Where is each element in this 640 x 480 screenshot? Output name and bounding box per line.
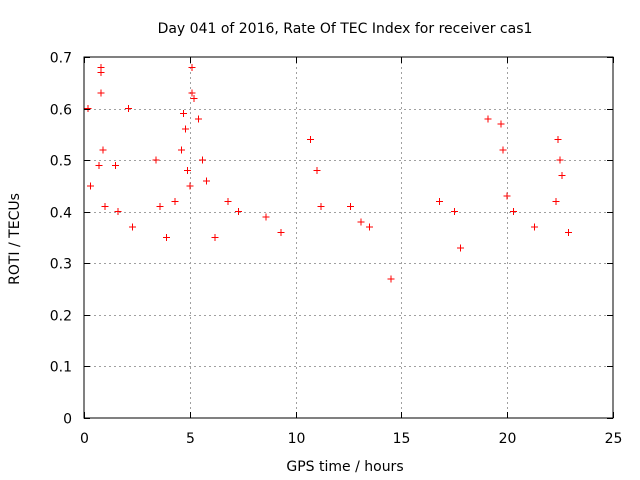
data-point xyxy=(262,213,270,221)
data-point xyxy=(177,146,185,154)
data-point xyxy=(387,275,395,283)
data-point xyxy=(234,208,242,216)
chart-title: Day 041 of 2016, Rate Of TEC Index for r… xyxy=(158,21,533,37)
points-layer xyxy=(84,63,573,283)
data-point xyxy=(129,223,137,231)
data-point xyxy=(186,182,194,190)
data-point xyxy=(450,208,458,216)
data-point xyxy=(203,177,211,185)
plot-frame xyxy=(83,56,614,419)
data-point xyxy=(313,166,321,174)
data-point xyxy=(565,228,573,236)
data-point xyxy=(435,197,443,205)
data-point xyxy=(457,244,465,252)
ticks-layer: 0 5 10 15 20 25 0 0.1 0.2 0.3 0.4 0.5 0.6 0.7 xyxy=(50,51,623,448)
data-point xyxy=(499,146,507,154)
data-point xyxy=(194,115,202,123)
data-point xyxy=(347,203,355,211)
data-point xyxy=(503,192,511,200)
data-point xyxy=(97,68,105,76)
data-point xyxy=(114,208,122,216)
data-point xyxy=(497,120,505,128)
data-point xyxy=(171,197,179,205)
data-point xyxy=(552,197,560,205)
y-tick-label: 0.5 xyxy=(50,154,72,170)
data-point xyxy=(190,94,198,102)
data-point xyxy=(484,115,492,123)
y-tick-label: 0.4 xyxy=(50,206,72,222)
x-axis-label: GPS time / hours xyxy=(286,459,403,475)
data-point xyxy=(366,223,374,231)
data-point xyxy=(188,63,196,71)
data-point xyxy=(317,203,325,211)
data-point xyxy=(179,110,187,118)
data-point xyxy=(163,234,171,241)
x-tick-label: 20 xyxy=(499,431,517,447)
data-point xyxy=(558,172,566,180)
data-point xyxy=(84,105,92,113)
data-point xyxy=(357,218,365,226)
data-point xyxy=(101,203,109,211)
x-tick-label: 25 xyxy=(605,431,623,447)
data-point xyxy=(531,223,539,231)
y-tick-label: 0.7 xyxy=(50,51,72,67)
data-point xyxy=(554,136,562,144)
data-point xyxy=(306,136,314,144)
data-point xyxy=(86,182,94,190)
data-point xyxy=(156,203,164,211)
data-point xyxy=(188,89,196,97)
y-tick-label: 0.2 xyxy=(50,309,72,325)
data-point xyxy=(99,146,107,154)
grid-layer xyxy=(84,57,613,418)
data-point xyxy=(211,234,219,241)
y-axis-label: ROTI / TECUs xyxy=(7,193,23,285)
x-tick-label: 15 xyxy=(393,431,411,447)
y-tick-label: 0 xyxy=(63,412,72,428)
y-tick-label: 0.1 xyxy=(50,360,72,376)
data-point xyxy=(152,156,160,164)
data-point xyxy=(182,125,190,133)
data-point xyxy=(556,156,564,164)
x-tick-label: 10 xyxy=(288,431,306,447)
data-point xyxy=(124,105,132,113)
data-point xyxy=(198,156,206,164)
data-point xyxy=(95,161,103,169)
data-point xyxy=(224,197,232,205)
y-tick-label: 0.6 xyxy=(50,103,72,119)
y-tick-label: 0.3 xyxy=(50,257,72,273)
x-tick-label: 0 xyxy=(80,431,89,447)
x-tick-label: 5 xyxy=(186,431,195,447)
data-point xyxy=(112,161,120,169)
data-point xyxy=(184,166,192,174)
data-point xyxy=(97,89,105,97)
data-point xyxy=(510,208,518,216)
data-point xyxy=(277,228,285,236)
